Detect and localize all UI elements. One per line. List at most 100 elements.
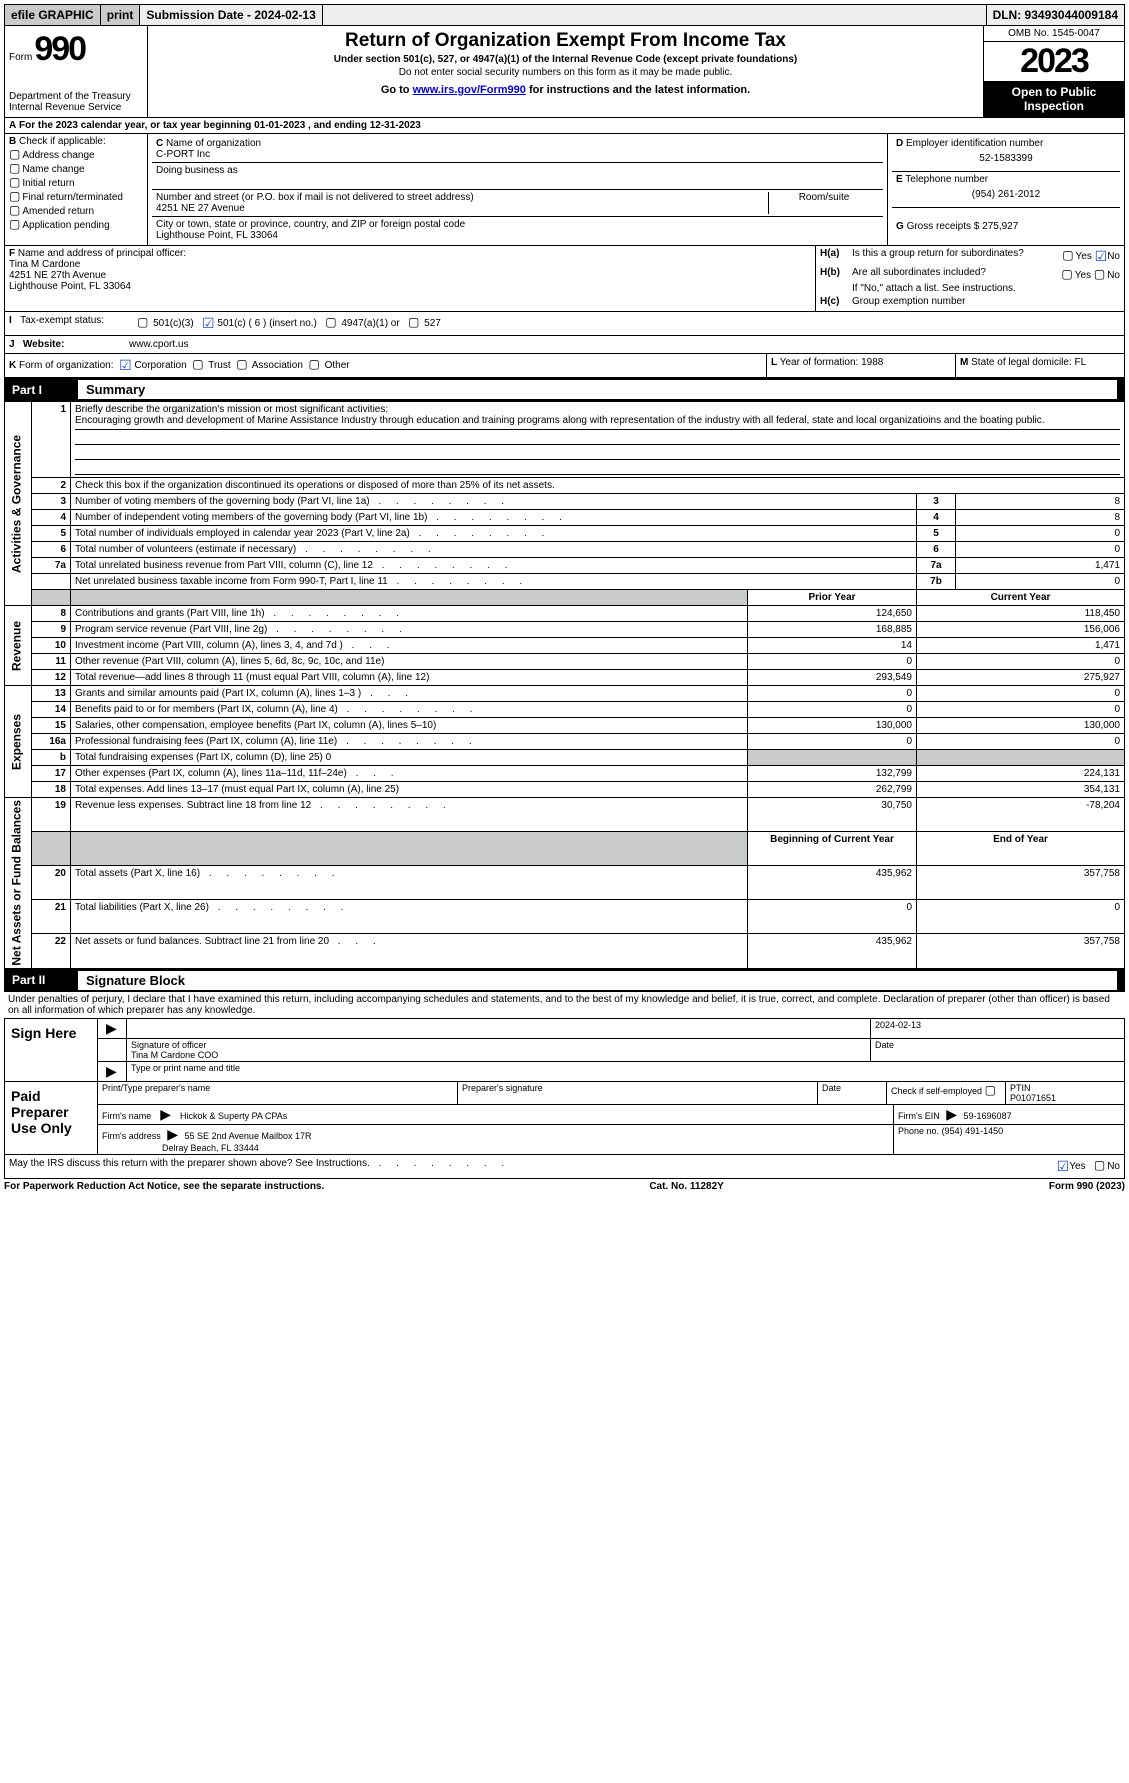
l-value: 1988 [861, 357, 883, 368]
checkbox-hb-no[interactable]: ▢ [1094, 267, 1105, 281]
h-a-text: Is this a group return for subordinates? [852, 248, 1030, 259]
room-label: Room/suite [769, 192, 879, 214]
signature-section: Under penalties of perjury, I declare th… [4, 992, 1125, 1179]
part2-title: Signature Block [78, 971, 1117, 990]
checkbox-ha-no-checked[interactable]: ☑ [1095, 248, 1108, 265]
print-button[interactable]: print [101, 5, 141, 25]
c-name-label: Name of organization [166, 138, 261, 149]
letter-a: A [9, 120, 16, 131]
checkbox-527[interactable]: ▢ [408, 315, 419, 329]
p15: 130,000 [748, 718, 917, 734]
i-label: Tax-exempt status: [20, 315, 104, 326]
part-1-header: Part I Summary [4, 378, 1125, 401]
line3: Number of voting members of the governin… [71, 494, 917, 510]
opt-amended: Amended return [22, 206, 94, 217]
letter-b: B [9, 136, 16, 147]
line18: Total expenses. Add lines 13–17 (must eq… [71, 782, 748, 798]
footer-mid: Cat. No. 11282Y [649, 1181, 723, 1192]
l-label: Year of formation: [780, 357, 859, 368]
opt-address-change: Address change [22, 150, 94, 161]
section-net-assets: Net Assets or Fund Balances [5, 798, 32, 969]
line5: Total number of individuals employed in … [71, 526, 917, 542]
checkbox-initial-return[interactable]: ▢ [9, 175, 20, 189]
val5: 0 [956, 526, 1125, 542]
arrow-icon-3: ▶ [156, 1106, 175, 1122]
letter-m: M [960, 357, 968, 368]
e-label: Telephone number [905, 174, 988, 185]
p21: 0 [748, 900, 917, 934]
telephone-value: (954) 261-2012 [896, 185, 1116, 200]
m-value: FL [1075, 357, 1087, 368]
line10: Investment income (Part VIII, column (A)… [71, 638, 748, 654]
checkbox-address-change[interactable]: ▢ [9, 147, 20, 161]
line21: Total liabilities (Part X, line 26) [71, 900, 748, 934]
checkbox-name-change[interactable]: ▢ [9, 161, 20, 175]
open-to-public-badge: Open to Public Inspection [984, 81, 1124, 117]
c12: 275,927 [917, 670, 1125, 686]
section-c-block: C Name of organization C-PORT Inc Doing … [148, 134, 887, 245]
sign-here-label: Sign Here [5, 1019, 98, 1081]
prep-sig-label: Preparer's signature [458, 1082, 818, 1104]
irs-link[interactable]: www.irs.gov/Form990 [413, 84, 526, 96]
checkbox-501c-checked[interactable]: ☑ [202, 315, 215, 332]
checkbox-self-employed[interactable]: ▢ [985, 1083, 996, 1097]
section-b-checkboxes: B Check if applicable: ▢Address change ▢… [5, 134, 148, 245]
checkbox-other[interactable]: ▢ [308, 357, 319, 371]
current-year-header: Current Year [917, 590, 1125, 606]
c20: 357,758 [917, 866, 1125, 900]
beginning-year-header: Beginning of Current Year [748, 832, 917, 866]
h-c-label: H(c) [820, 296, 852, 307]
firm-ein-label: Firm's EIN [898, 1111, 940, 1121]
checkbox-corporation-checked[interactable]: ☑ [119, 357, 132, 374]
m-label: State of legal domicile: [971, 357, 1072, 368]
date-label: Date [871, 1039, 1124, 1061]
checkbox-amended[interactable]: ▢ [9, 203, 20, 217]
city-label: City or town, state or province, country… [156, 219, 465, 230]
form-subtitle-1: Under section 501(c), 527, or 4947(a)(1)… [152, 54, 979, 65]
checkbox-ha-yes[interactable]: ▢ [1062, 248, 1073, 262]
officer-sig-name: Tina M Cardone COO [131, 1050, 218, 1060]
line20: Total assets (Part X, line 16) [71, 866, 748, 900]
checkbox-association[interactable]: ▢ [236, 357, 247, 371]
form-header: Form 990 Department of the Treasury Inte… [4, 26, 1125, 118]
p8: 124,650 [748, 606, 917, 622]
c15: 130,000 [917, 718, 1125, 734]
section-f: F Name and address of principal officer:… [5, 246, 816, 311]
letter-e: E [896, 174, 903, 185]
c9: 156,006 [917, 622, 1125, 638]
g-label: Gross receipts $ [907, 221, 980, 232]
hb-no: No [1107, 270, 1120, 281]
firm-addr2: Delray Beach, FL 33444 [162, 1143, 259, 1153]
h-c-text: Group exemption number [852, 296, 1120, 307]
street-value: 4251 NE 27 Avenue [156, 203, 245, 214]
checkbox-501c3[interactable]: ▢ [137, 315, 148, 329]
firm-name-label: Firm's name [102, 1111, 151, 1121]
k-label: Form of organization: [19, 360, 114, 371]
p13: 0 [748, 686, 917, 702]
efile-graphic-button[interactable]: efile GRAPHIC [5, 5, 101, 25]
c16b-grey [917, 750, 1125, 766]
checkbox-4947[interactable]: ▢ [325, 315, 336, 329]
checkbox-discuss-yes-checked[interactable]: ☑ [1057, 1158, 1070, 1175]
line19: Revenue less expenses. Subtract line 18 … [71, 798, 748, 832]
officer-addr2: Lighthouse Point, FL 33064 [9, 281, 131, 292]
c19: -78,204 [917, 798, 1125, 832]
checkbox-trust[interactable]: ▢ [192, 357, 203, 371]
section-revenue: Revenue [5, 606, 32, 686]
line-a-calendar-year: A For the 2023 calendar year, or tax yea… [4, 118, 1125, 134]
line14: Benefits paid to or for members (Part IX… [71, 702, 748, 718]
checkbox-final-return[interactable]: ▢ [9, 189, 20, 203]
val7b: 0 [956, 574, 1125, 590]
mission-text: Encouraging growth and development of Ma… [75, 415, 1120, 430]
p16a: 0 [748, 734, 917, 750]
checkbox-discuss-no[interactable]: ▢ [1094, 1158, 1105, 1172]
part-2-header: Part II Signature Block [4, 969, 1125, 992]
val4: 8 [956, 510, 1125, 526]
sign-date: 2024-02-13 [871, 1019, 1124, 1038]
sign-here-block: Sign Here ▶ 2024-02-13 Signature of offi… [4, 1018, 1125, 1082]
checkbox-hb-yes[interactable]: ▢ [1061, 267, 1072, 281]
ha-yes: Yes [1076, 251, 1092, 262]
opt-final-return: Final return/terminated [22, 192, 123, 203]
checkbox-pending[interactable]: ▢ [9, 217, 20, 231]
p17: 132,799 [748, 766, 917, 782]
